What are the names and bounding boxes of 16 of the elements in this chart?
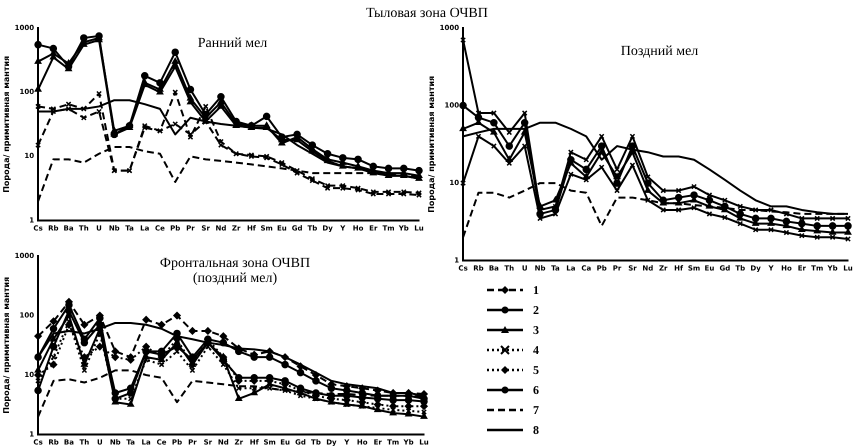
- text: (поздний мел): [192, 271, 278, 286]
- text: Тыловая зона ОЧВП: [365, 6, 489, 22]
- text: Поздний мел: [620, 44, 700, 59]
- y-axis-title: Порода/ примитивная мантия: [2, 56, 11, 193]
- legend-label: 4: [533, 342, 539, 358]
- legend-label: 6: [533, 382, 539, 398]
- legend-label: 1: [533, 282, 539, 298]
- legend-label: 7: [533, 402, 539, 418]
- text: Ранний мел: [196, 36, 268, 51]
- legend-label: 8: [533, 422, 539, 438]
- chart-title: Фронтальная зона ОЧВП: [158, 256, 312, 271]
- legend-label: 3: [533, 322, 539, 338]
- y-axis-title: Порода/ примитивная мантия: [2, 276, 11, 414]
- legend-label: 2: [533, 302, 539, 318]
- y-axis-title: Порода/ примитивная мантия: [426, 76, 436, 213]
- legend-label: 5: [533, 362, 539, 378]
